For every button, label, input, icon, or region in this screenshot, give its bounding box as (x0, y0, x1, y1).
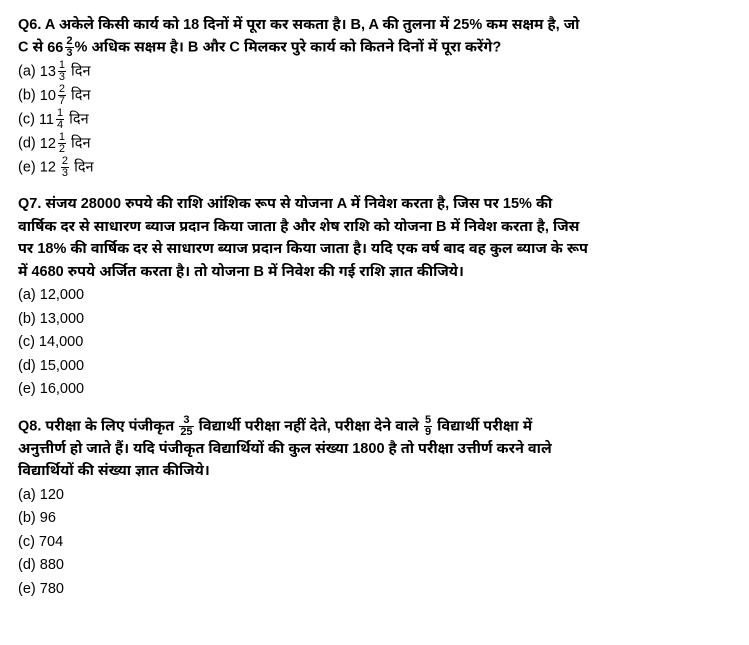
q6-option-a: (a) 1313 दिन (18, 60, 731, 83)
q7-line3: पर 18% की वार्षिक दर से साधारण ब्याज प्र… (18, 241, 588, 257)
q8-option-a: (a) 120 (18, 484, 731, 506)
q8-frac1: 325 (179, 415, 193, 438)
q6-line2b: % अधिक सक्षम है। B और C मिलकर पुरे कार्य… (75, 40, 502, 56)
q7-line4: में 4680 रुपये अर्जित करता है। तो योजना … (18, 264, 464, 280)
q7-option-d: (d) 15,000 (18, 355, 731, 377)
q6-text: Q6. A अकेले किसी कार्य को 18 दिनों में प… (18, 14, 731, 59)
q8-line1b: विद्यार्थी परीक्षा नहीं देते, परीक्षा दे… (195, 418, 423, 434)
q7-option-e: (e) 16,000 (18, 378, 731, 400)
q8-option-e: (e) 780 (18, 578, 731, 600)
q7-number: Q7. (18, 196, 41, 212)
question-8: Q8. परीक्षा के लिए पंजीकृत 325 विद्यार्थ… (18, 415, 731, 600)
q8-option-d: (d) 880 (18, 554, 731, 576)
q6-line1: A अकेले किसी कार्य को 18 दिनों में पूरा … (45, 17, 580, 33)
q6-option-c: (c) 1114 दिन (18, 108, 731, 131)
q8-line3: विद्यार्थियों की संख्या ज्ञात कीजिये। (18, 463, 210, 479)
q7-option-c: (c) 14,000 (18, 331, 731, 353)
q6-option-e: (e) 12 23 दिन (18, 156, 731, 179)
q8-option-b: (b) 96 (18, 507, 731, 529)
q8-number: Q8. (18, 418, 41, 434)
q7-option-b: (b) 13,000 (18, 308, 731, 330)
q7-line1: संजय 28000 रुपये की राशि आंशिक रूप से यो… (45, 196, 552, 212)
q8-option-c: (c) 704 (18, 531, 731, 553)
q7-option-a: (a) 12,000 (18, 284, 731, 306)
q7-text: Q7. संजय 28000 रुपये की राशि आंशिक रूप स… (18, 193, 731, 283)
q8-line2: अनुत्तीर्ण हो जाते हैं। यदि पंजीकृत विद्… (18, 441, 552, 457)
q8-line1a: परीक्षा के लिए पंजीकृत (45, 418, 178, 434)
q6-line2a: C से (18, 40, 47, 56)
q8-text: Q8. परीक्षा के लिए पंजीकृत 325 विद्यार्थ… (18, 415, 731, 483)
q6-option-b: (b) 1027 दिन (18, 84, 731, 107)
q8-frac2: 59 (424, 415, 432, 438)
question-7: Q7. संजय 28000 रुपये की राशि आंशिक रूप स… (18, 193, 731, 400)
q7-line2: वार्षिक दर से साधारण ब्याज प्रदान किया ज… (18, 219, 579, 235)
q8-line1c: विद्यार्थी परीक्षा में (433, 418, 532, 434)
q6-number: Q6. (18, 17, 41, 33)
q6-frac1: 6623 (47, 36, 74, 59)
q6-option-d: (d) 1212 दिन (18, 132, 731, 155)
question-6: Q6. A अकेले किसी कार्य को 18 दिनों में प… (18, 14, 731, 179)
